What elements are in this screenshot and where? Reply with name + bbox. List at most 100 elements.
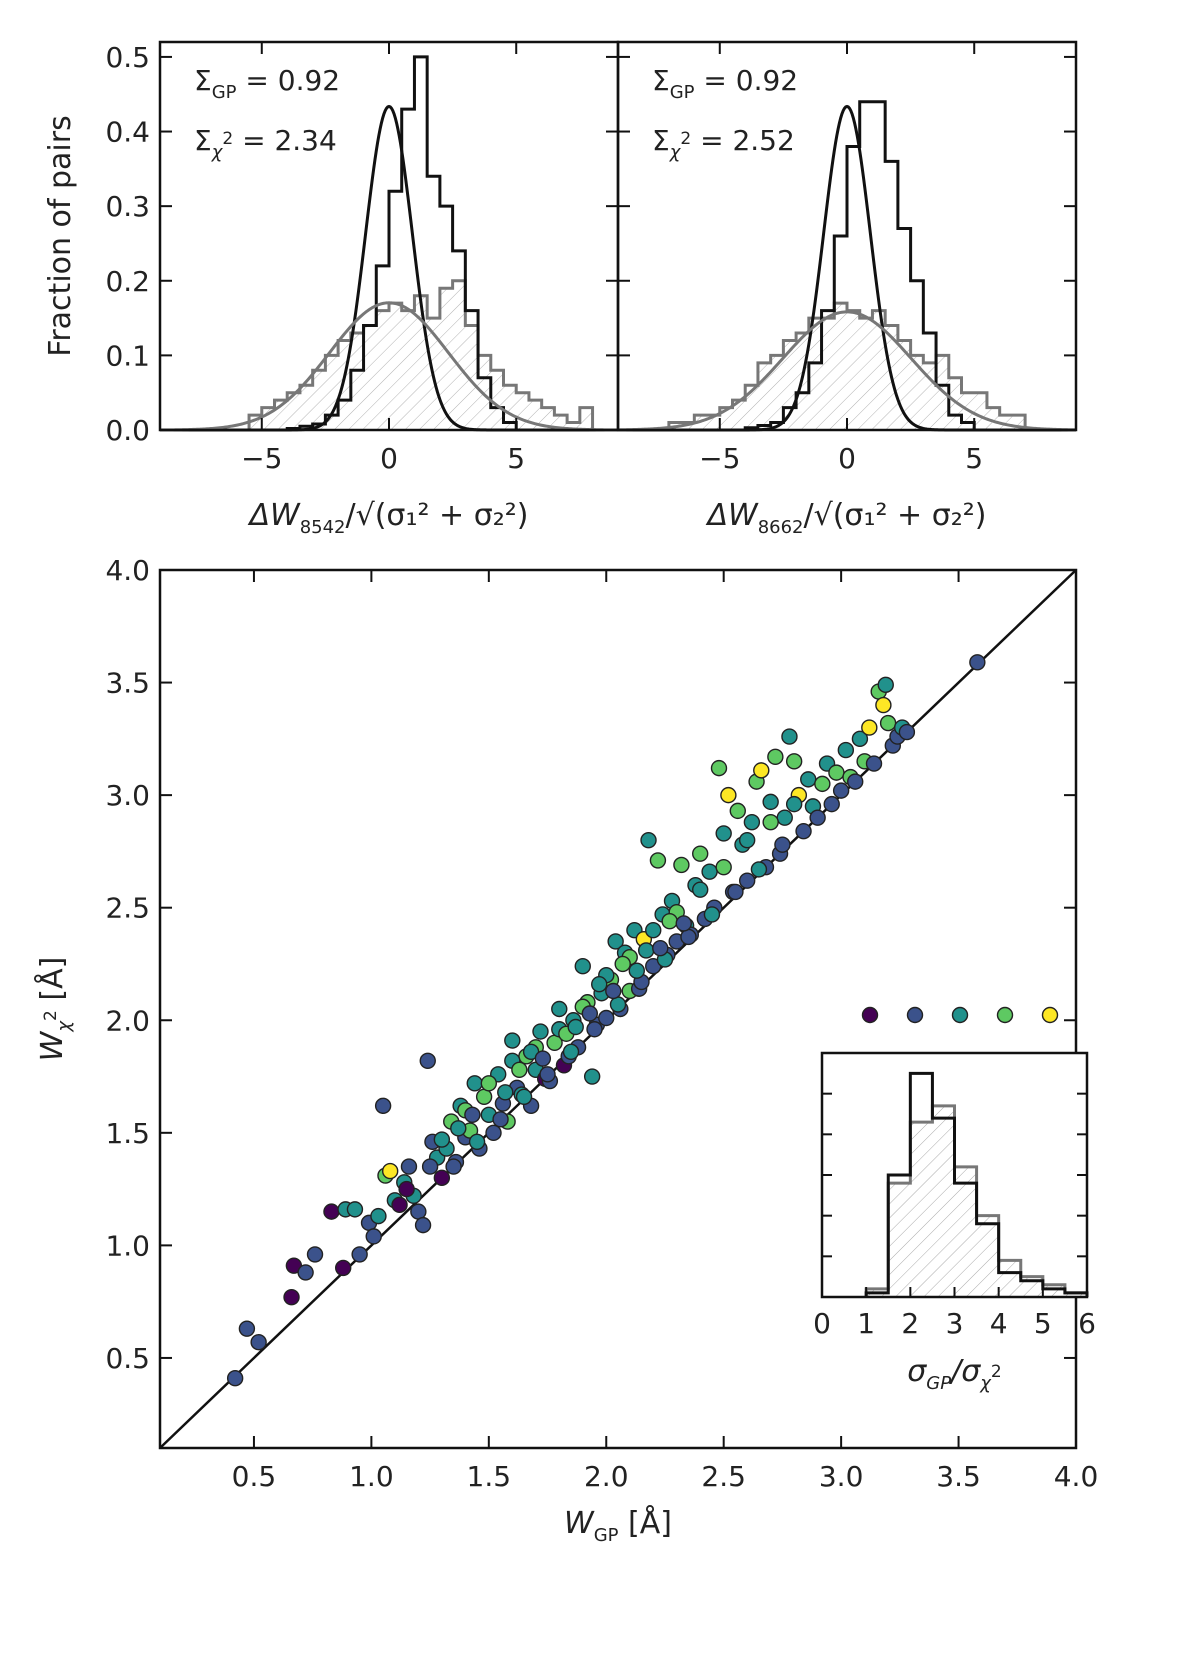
scatter-point — [785, 753, 803, 770]
scatter-xlabel: WGP [Å] — [564, 1505, 672, 1546]
hist-8662-xlabel-main: ΔW — [706, 498, 760, 533]
scatter-point — [414, 1216, 432, 1234]
scatter-point — [774, 836, 791, 853]
scatter-point — [828, 764, 845, 781]
inset-xlabel: σGP/σχ2 — [907, 1354, 1001, 1394]
inset-hist-fill-8662 — [866, 1105, 1087, 1297]
scatter-point — [614, 955, 631, 973]
hist-8662-annot-value: = 0.92 — [695, 64, 799, 97]
scatter-point — [586, 1021, 603, 1038]
scatter-xtick-label: 0.5 — [232, 1460, 277, 1493]
scatter-xlabel-sub: GP — [594, 1525, 619, 1546]
scatter-point — [532, 1023, 549, 1040]
scatter-point — [445, 1158, 462, 1175]
scatter-point — [391, 1196, 408, 1214]
hist-8662-annot-sup: 2 — [680, 129, 691, 149]
scatter-point — [433, 1131, 451, 1148]
scatter-point — [591, 976, 608, 993]
scatter-point — [468, 1133, 486, 1151]
hist-8542-annot-sub: χ — [211, 142, 224, 163]
hist-8542-annot-value: = 2.34 — [233, 124, 337, 157]
color-key-dot — [906, 1006, 924, 1024]
scatter-point — [715, 858, 732, 876]
scatter-xlabel-main: W — [564, 1506, 595, 1541]
scatter-point — [738, 831, 756, 849]
scatter-point — [574, 958, 591, 975]
scatter-point — [410, 1203, 427, 1220]
hist-8662-xlabel-tail: /√(σ₁² + σ₂²) — [804, 498, 987, 533]
scatter-point — [851, 730, 869, 748]
scatter-point — [421, 1158, 439, 1175]
scatter-point — [969, 654, 986, 671]
scatter-point — [335, 1259, 352, 1277]
hist-8542-xlabel-tail: /√(σ₁² + σ₂²) — [346, 498, 529, 533]
scatter-point — [861, 719, 878, 736]
hist-8662-xlabel-sub: 8662 — [758, 517, 804, 538]
hist-8542-annotation: ΣGP = 0.92 — [194, 64, 340, 103]
hist-8542-annotation: Σχ2 = 2.34 — [194, 124, 337, 163]
scatter-point — [877, 676, 894, 694]
scatter-point — [762, 813, 779, 831]
scatter-point — [306, 1246, 324, 1263]
scatter-point — [715, 825, 732, 842]
scatter-point — [637, 942, 655, 959]
scatter-xtick-label: 4.0 — [1054, 1460, 1099, 1493]
scatter-point — [776, 809, 793, 826]
scatter-point — [865, 755, 883, 772]
hist-8542-annot-value: = 0.92 — [237, 64, 341, 97]
scatter-point — [832, 782, 850, 799]
scatter-point — [800, 771, 817, 788]
hist-8662-annot-sym: Σ — [652, 124, 670, 157]
hist-8542-xlabel-main: ΔW — [248, 498, 302, 533]
scatter-point — [703, 906, 721, 923]
scatter-point — [475, 1088, 493, 1106]
scatter-point — [480, 1075, 498, 1092]
scatter-point — [675, 915, 692, 932]
hist-8662-xtick-label: 5 — [965, 442, 983, 475]
scatter-ytick-label: 1.5 — [105, 1117, 150, 1150]
scatter-point — [750, 861, 768, 878]
scatter-xtick-label: 1.0 — [349, 1460, 394, 1493]
hist-8542-annot-sup: 2 — [222, 129, 233, 149]
scatter-point — [365, 1228, 382, 1245]
scatter-ylabel-sub: χ — [54, 1020, 75, 1033]
scatter-point — [898, 723, 916, 741]
scatter-point — [767, 748, 784, 766]
inset-xtick-label: 2 — [901, 1307, 919, 1340]
scatter-point — [515, 1088, 533, 1106]
scatter-point — [419, 1052, 436, 1069]
inset-xlabel-sigma1: σ — [907, 1354, 927, 1389]
scatter-point — [710, 759, 728, 777]
inset-xtick-label: 6 — [1078, 1307, 1096, 1340]
scatter-point — [729, 802, 746, 820]
scatter-point — [640, 831, 657, 849]
scatter-point — [753, 762, 770, 779]
color-key-dot — [1041, 1006, 1059, 1024]
scatter-xtick-label: 3.5 — [936, 1460, 981, 1493]
hist-8542-xtick-label: 5 — [507, 442, 525, 475]
scatter-point — [581, 1005, 599, 1022]
scatter-point — [492, 1111, 509, 1128]
scatter-ylabel-sup: 2 — [41, 1010, 61, 1021]
scatter-xtick-label: 2.0 — [584, 1460, 629, 1493]
inset-xtick-label: 3 — [946, 1307, 964, 1340]
hist-8542-ytick-label: 0.2 — [105, 265, 150, 298]
scatter-point — [400, 1158, 418, 1175]
inset-xlabel-sub1: GP — [926, 1373, 951, 1394]
inset-xlabel-sub2: χ — [979, 1373, 992, 1394]
hist-8542-xtick-label: −5 — [241, 442, 282, 475]
hist-8662-annotation: Σχ2 = 2.52 — [652, 124, 795, 163]
hist-8662-hist-fill-χ² — [668, 303, 1026, 430]
hist-8662-annotation: ΣGP = 0.92 — [652, 64, 798, 103]
scatter-point — [879, 714, 897, 732]
scatter-ytick-label: 1.0 — [105, 1229, 150, 1262]
scatter-point — [692, 881, 709, 898]
scatter-point — [562, 1043, 580, 1060]
scatter-point — [727, 883, 744, 901]
scatter-point — [433, 1169, 451, 1187]
scatter-point — [238, 1320, 256, 1337]
